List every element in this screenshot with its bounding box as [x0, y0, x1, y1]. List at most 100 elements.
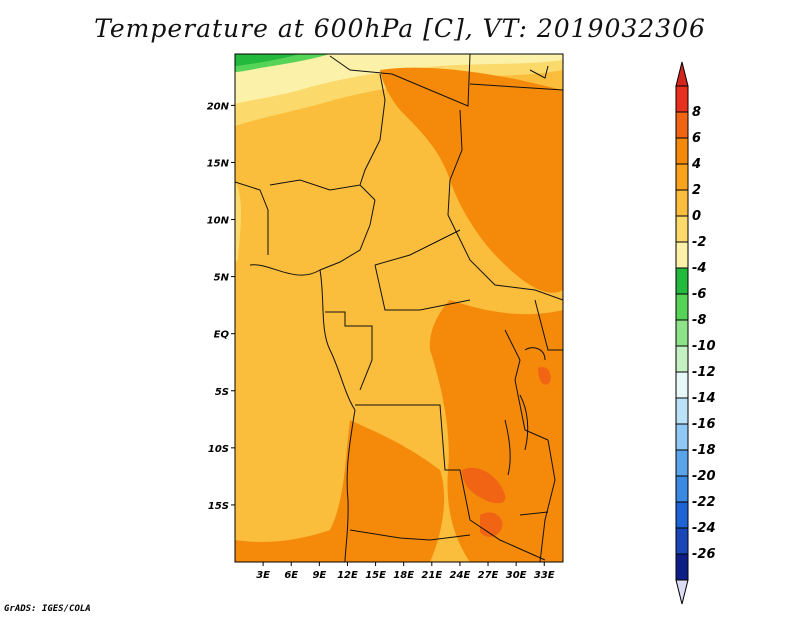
colorbar-swatch	[675, 501, 689, 529]
latitude-axis: 20N 15N 10N 5N EQ 5S 10S 15S	[207, 101, 235, 512]
lon-tick-label: 30E	[506, 570, 527, 581]
lon-tick-label: 15E	[365, 570, 386, 581]
colorbar-level-label: 8	[692, 105, 701, 120]
lon-tick-label: 9E	[312, 570, 326, 581]
lon-tick-label: 33E	[534, 570, 555, 581]
lat-tick-label: 5N	[214, 273, 230, 284]
coastline-gulf-guinea	[249, 264, 321, 276]
country-borders	[235, 54, 563, 562]
lat-tick-label: 15N	[207, 158, 230, 169]
lon-tick-label: 6E	[284, 570, 298, 581]
border-nigeria-cameroon	[319, 199, 376, 271]
colorbar-swatch	[675, 527, 689, 555]
field-band-minus2to0	[235, 54, 563, 104]
colorbar-swatch	[675, 85, 689, 113]
border-car	[374, 229, 461, 266]
border-zambia-south	[469, 519, 546, 561]
colorbar-swatch	[675, 449, 689, 477]
border-burkina-ghana	[235, 181, 269, 255]
lat-tick-label: 15S	[208, 501, 229, 512]
border-drc-north	[374, 264, 471, 311]
temperature-field	[235, 54, 563, 562]
lake-tanganyika	[504, 419, 511, 476]
field-warm-south	[235, 420, 445, 562]
border-chad-sudan	[447, 214, 563, 301]
colorbar-swatch	[675, 371, 689, 399]
lat-tick-label: 10S	[208, 444, 229, 455]
lake-malawi	[519, 394, 529, 451]
longitude-axis: 3E 6E 9E 12E 15E 18E 21E 24E 27E 30E 33E	[256, 562, 555, 581]
lat-tick-label: 5S	[215, 387, 229, 398]
colorbar-swatch	[675, 293, 689, 321]
colorbar-swatch	[675, 475, 689, 503]
colorbar-swatch	[675, 241, 689, 269]
lake-victoria	[524, 347, 546, 361]
border-kenya-uganda	[534, 299, 563, 351]
field-hot-zambia	[462, 467, 506, 504]
colorbar-level-label: -20	[692, 469, 716, 484]
colorbar-swatch	[675, 397, 689, 425]
lon-tick-label: 3E	[256, 570, 270, 581]
border-niger-chad	[447, 109, 463, 216]
border-niger-nigeria	[269, 179, 376, 201]
coastline-west-central	[319, 269, 356, 411]
field-coast-cool	[235, 180, 242, 262]
lon-tick-label: 27E	[478, 570, 499, 581]
coastline-red-sea	[529, 65, 549, 79]
colorbar-swatch	[675, 423, 689, 451]
colorbar-swatch	[675, 111, 689, 139]
border-mali-niger	[359, 73, 386, 186]
colorbar-level-label: -2	[692, 235, 706, 250]
colorbar-swatch	[675, 163, 689, 191]
colorbar-level-label: -6	[692, 287, 706, 302]
border-namibia	[349, 529, 471, 541]
colorbar-bottom-arrow	[675, 579, 689, 605]
colorbar-level-label: -10	[692, 339, 716, 354]
colorbar-level-label: -26	[692, 547, 716, 562]
colorbar-swatch	[675, 137, 689, 165]
border-libya-egypt	[469, 83, 563, 91]
field-warm-southeast	[429, 300, 563, 562]
colorbar: 8 6 4 2 0 -2 -4 -6 -8 -10 -12 -14 -16 -18 -20 -22 -24 -26	[675, 61, 716, 605]
chart-title: Temperature at 600hPa [C], VT: 201903230…	[94, 14, 706, 43]
lake-kariba	[519, 511, 549, 516]
colorbar-swatch	[675, 267, 689, 295]
border-mozambique	[539, 439, 556, 562]
colorbar-level-label: -22	[692, 495, 716, 510]
border-gabon-congo	[325, 311, 373, 391]
border-angola	[355, 404, 471, 521]
lat-tick-label: EQ	[214, 330, 230, 341]
colorbar-swatch	[675, 189, 689, 217]
field-band-darkgreen	[235, 54, 300, 66]
colorbar-level-label: -4	[692, 261, 706, 276]
colorbar-level-label: -12	[692, 365, 716, 380]
colorbar-level-label: 6	[692, 131, 701, 146]
lon-tick-label: 24E	[450, 570, 471, 581]
map-frame	[234, 53, 564, 563]
colorbar-level-label: -16	[692, 417, 716, 432]
lon-tick-label: 18E	[393, 570, 414, 581]
colorbar-swatch	[675, 553, 689, 581]
border-east-lakes	[504, 329, 549, 441]
colorbar-level-label: -14	[692, 391, 716, 406]
lat-tick-label: 10N	[207, 216, 230, 227]
colorbar-level-label: -24	[692, 521, 716, 536]
colorbar-swatch	[675, 319, 689, 347]
field-hot-eastafrica	[538, 366, 551, 385]
colorbar-swatch	[675, 215, 689, 243]
border-algeria-libya	[329, 54, 471, 107]
coastline-angola	[344, 409, 356, 562]
field-warm-northeast	[380, 67, 563, 293]
colorbar-level-label: -8	[692, 313, 706, 328]
colorbar-top-arrow	[675, 61, 689, 87]
colorbar-level-label: -18	[692, 443, 716, 458]
lat-tick-label: 20N	[207, 101, 230, 112]
colorbar-level-label: 0	[692, 209, 701, 224]
credit-label: GrADS: IGES/COLA	[4, 604, 91, 614]
colorbar-swatch	[675, 345, 689, 373]
colorbar-level-label: 2	[692, 183, 701, 198]
lon-tick-label: 21E	[421, 570, 442, 581]
colorbar-level-label: 4	[691, 157, 701, 172]
lon-tick-label: 12E	[337, 570, 358, 581]
